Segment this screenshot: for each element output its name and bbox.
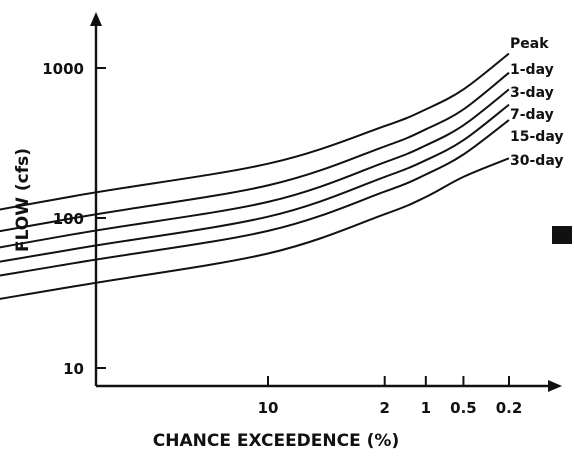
side-marker [552, 226, 572, 244]
axes [90, 12, 562, 392]
series-label-30-day: 30-day [510, 153, 563, 169]
y-tick-label: 1000 [42, 60, 84, 78]
series-label-1-day: 1-day [510, 62, 554, 78]
x-axis-arrow-icon [548, 380, 562, 392]
x-tick-label: 1 [421, 399, 431, 417]
y-axis-arrow-icon [90, 12, 102, 26]
series-label-3-day: 3-day [510, 85, 554, 101]
series-label-7-day: 7-day [510, 107, 554, 123]
x-tick-label: 2 [379, 399, 389, 417]
x-tick-label: 0.2 [496, 399, 523, 417]
x-tick-label: 0.5 [450, 399, 477, 417]
series-line-7-day [0, 103, 510, 263]
series-label-peak: Peak [510, 36, 549, 52]
y-tick-label: 10 [63, 360, 84, 378]
series-line-3-day [0, 88, 510, 249]
series-line-15-day [0, 119, 510, 277]
series-line-1-day [0, 71, 510, 233]
series-line-peak [0, 52, 510, 211]
curves [0, 52, 510, 300]
series-labels: Peak 1-day 3-day 7-day 15-day 30-day [510, 36, 563, 169]
series-label-15-day: 15-day [510, 129, 563, 145]
series-line-30-day [0, 157, 510, 300]
x-tick-label: 10 [258, 399, 279, 417]
x-axis-title: CHANCE EXCEEDENCE (%) [153, 431, 399, 451]
y-axis-title: FLOW (cfs) [13, 148, 33, 252]
